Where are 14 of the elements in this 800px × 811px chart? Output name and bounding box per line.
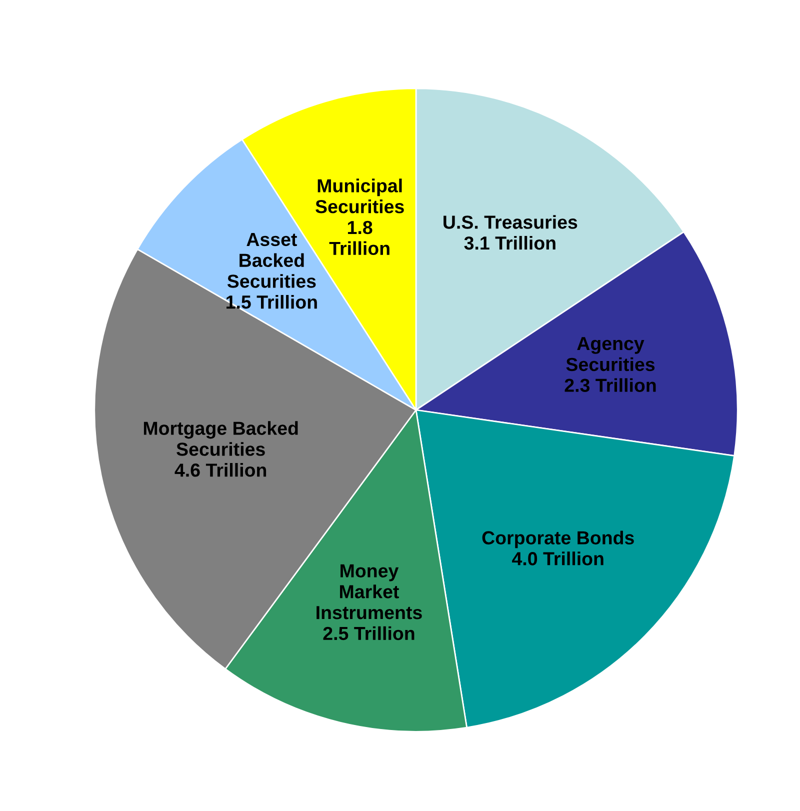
slice-label: Corporate Bonds [482,530,634,548]
slice-label: Asset Backed Securities [227,233,316,288]
data-label: 3.1 Trillion [464,236,556,250]
slice-label: Municipal Securities [316,178,404,214]
data-label: 1.5 Trillion [226,294,317,309]
slice-label: U.S. Treasuries [444,215,578,229]
data-label: 2.5 Trillion [323,626,414,640]
data-label: 1.8 Trillion [329,220,390,256]
slice-label: Mortgage Backed Securities [144,421,298,456]
data-label: 4.6 Trillion [174,463,266,477]
data-label: 4.0 Trillion [512,552,604,566]
slice-label: Agency Securities [566,337,655,372]
slice-label: Money Market Instruments [316,564,422,620]
data-label: 2.3 Trillion [564,378,656,392]
